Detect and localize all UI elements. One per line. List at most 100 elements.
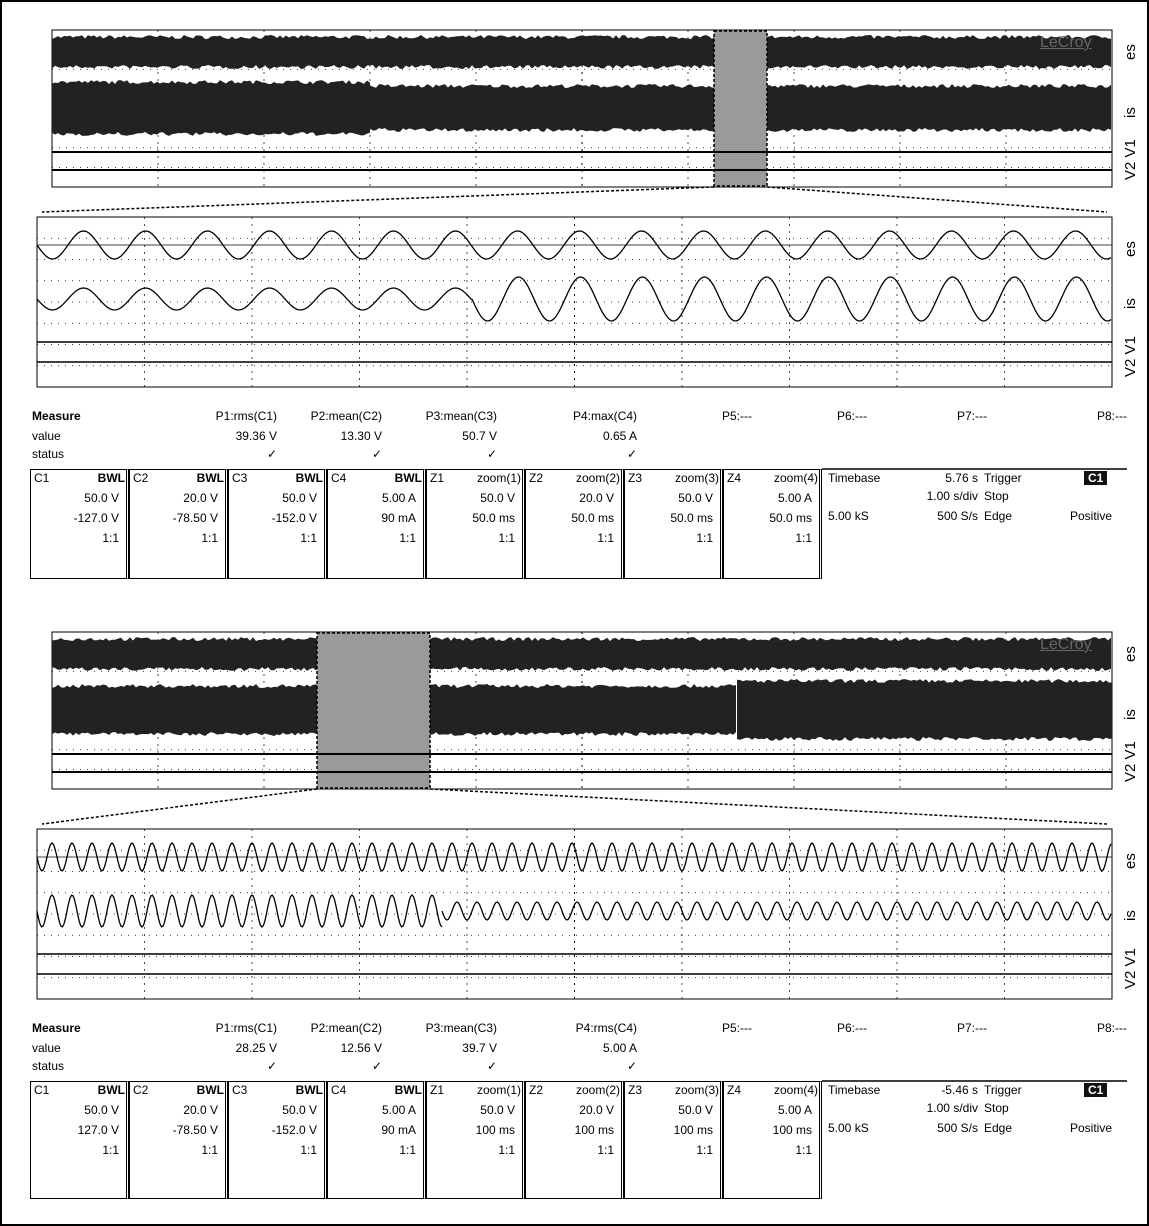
channel-setting: 50.0 V — [84, 491, 119, 505]
channel-setting: 1:1 — [795, 531, 812, 545]
channel-setting: 50.0 V — [282, 1103, 317, 1117]
trace-label: es — [1122, 646, 1139, 662]
channel-setting: 1:1 — [597, 1143, 614, 1157]
trace-label: V2 V1 — [1122, 741, 1139, 782]
channel-setting: 100 ms — [772, 1123, 812, 1137]
zoom-region — [713, 30, 768, 187]
signal-band — [52, 80, 370, 136]
zoom-connector — [429, 788, 1108, 825]
channel-box — [30, 469, 129, 579]
channel-setting: 50.0 ms — [571, 511, 614, 525]
measure-cell: P8:--- — [1097, 409, 1127, 423]
channel-box — [327, 469, 426, 579]
channel-setting: 1:1 — [597, 531, 614, 545]
signal-band — [737, 679, 1112, 741]
zoom-trace-is — [36, 287, 473, 311]
timebase-label: Timebase — [828, 1083, 881, 1097]
measure-row-label: status — [32, 447, 65, 461]
channel-setting: 100 ms — [574, 1123, 614, 1137]
measure-cell: ✓ — [371, 447, 382, 461]
channel-tag: BWL — [97, 1083, 125, 1097]
timebase-div: 1.00 s/div — [926, 489, 978, 503]
channel-setting: -152.0 V — [271, 1123, 317, 1137]
channel-setting: 1:1 — [102, 1143, 119, 1157]
zoom-trace-is — [441, 901, 1112, 921]
channel-setting: 50.0 V — [84, 1103, 119, 1117]
measure-cell: P4:rms(C4) — [575, 1021, 637, 1035]
signal-band — [52, 35, 1111, 69]
channel-tag: zoom(3) — [674, 471, 719, 485]
channel-name: Z4 — [727, 471, 742, 485]
channel-tag: zoom(2) — [575, 471, 620, 485]
trigger-mode: Stop — [984, 1101, 1009, 1115]
channel-name: C2 — [133, 1083, 149, 1097]
channel-box — [525, 469, 624, 579]
channel-setting: 50.0 V — [282, 491, 317, 505]
timebase-samples: 5.00 kS — [828, 1121, 869, 1135]
timebase-samples: 5.00 kS — [828, 509, 869, 523]
channel-box — [624, 1081, 723, 1199]
trace-label: is — [1122, 298, 1139, 309]
channel-name: Z1 — [430, 471, 445, 485]
measure-cell: 12.56 V — [340, 1041, 382, 1055]
zoom-trace-is — [471, 276, 1112, 322]
channel-setting: 1:1 — [498, 531, 515, 545]
channel-tag: zoom(4) — [773, 1083, 818, 1097]
measure-cell: ✓ — [486, 1059, 497, 1073]
measure-cell: 39.7 V — [462, 1041, 497, 1055]
measure-cell: 13.30 V — [340, 429, 382, 443]
measure-cell: P5:--- — [722, 1021, 752, 1035]
measure-cell: P3:mean(C3) — [425, 1021, 497, 1035]
measure-cell: P6:--- — [837, 1021, 867, 1035]
signal-band — [52, 637, 1111, 671]
channel-tag: BWL — [295, 1083, 323, 1097]
trigger-label: Trigger — [984, 1083, 1022, 1097]
zoom-trace-es — [36, 230, 1112, 260]
timebase-delay: 5.76 s — [945, 471, 978, 485]
channel-tag: BWL — [97, 471, 125, 485]
channel-tag: zoom(4) — [773, 471, 818, 485]
measure-row-label: value — [32, 1041, 61, 1055]
timebase-div: 1.00 s/div — [926, 1101, 978, 1115]
measure-cell: P7:--- — [957, 1021, 987, 1035]
trace-label: es — [1122, 241, 1139, 257]
channel-tag: BWL — [295, 471, 323, 485]
channel-tag: zoom(3) — [674, 1083, 719, 1097]
channel-tag: BWL — [196, 471, 224, 485]
channel-setting: 50.0 ms — [472, 511, 515, 525]
trace-label: V2 V1 — [1122, 948, 1139, 989]
channel-box — [426, 1081, 525, 1199]
channel-setting: 1:1 — [498, 1143, 515, 1157]
channel-setting: -78.50 V — [172, 1123, 218, 1137]
channel-box — [129, 469, 228, 579]
channel-tag: zoom(1) — [476, 471, 521, 485]
channel-setting: 1:1 — [201, 531, 218, 545]
channel-box — [426, 469, 525, 579]
channel-tag: BWL — [394, 471, 422, 485]
channel-setting: -127.0 V — [73, 511, 119, 525]
channel-name: C2 — [133, 471, 149, 485]
measure-row-label: value — [32, 429, 61, 443]
channel-name: C4 — [331, 1083, 347, 1097]
measure-cell: P3:mean(C3) — [425, 409, 497, 423]
trace-label: is — [1122, 107, 1139, 118]
trace-label: V2 V1 — [1122, 336, 1139, 377]
channel-setting: -78.50 V — [172, 511, 218, 525]
logo: LeCroy — [1040, 34, 1092, 51]
timebase-rate: 500 S/s — [937, 509, 978, 523]
channel-setting: 127.0 V — [77, 1123, 119, 1137]
trigger-label: Trigger — [984, 471, 1022, 485]
channel-tag: BWL — [196, 1083, 224, 1097]
measure-cell: P1:rms(C1) — [215, 1021, 277, 1035]
trigger-type: Edge — [984, 1121, 1013, 1135]
channel-setting: 1:1 — [399, 531, 416, 545]
zoom-connector — [41, 788, 318, 825]
channel-setting: 50.0 V — [480, 1103, 515, 1117]
trigger-slope: Positive — [1069, 1121, 1112, 1135]
channel-setting: 20.0 V — [579, 1103, 614, 1117]
zoom-connector — [41, 186, 715, 213]
channel-setting: 100 ms — [475, 1123, 515, 1137]
channel-setting: 90 mA — [381, 1123, 416, 1137]
channel-setting: 5.00 A — [777, 491, 812, 505]
